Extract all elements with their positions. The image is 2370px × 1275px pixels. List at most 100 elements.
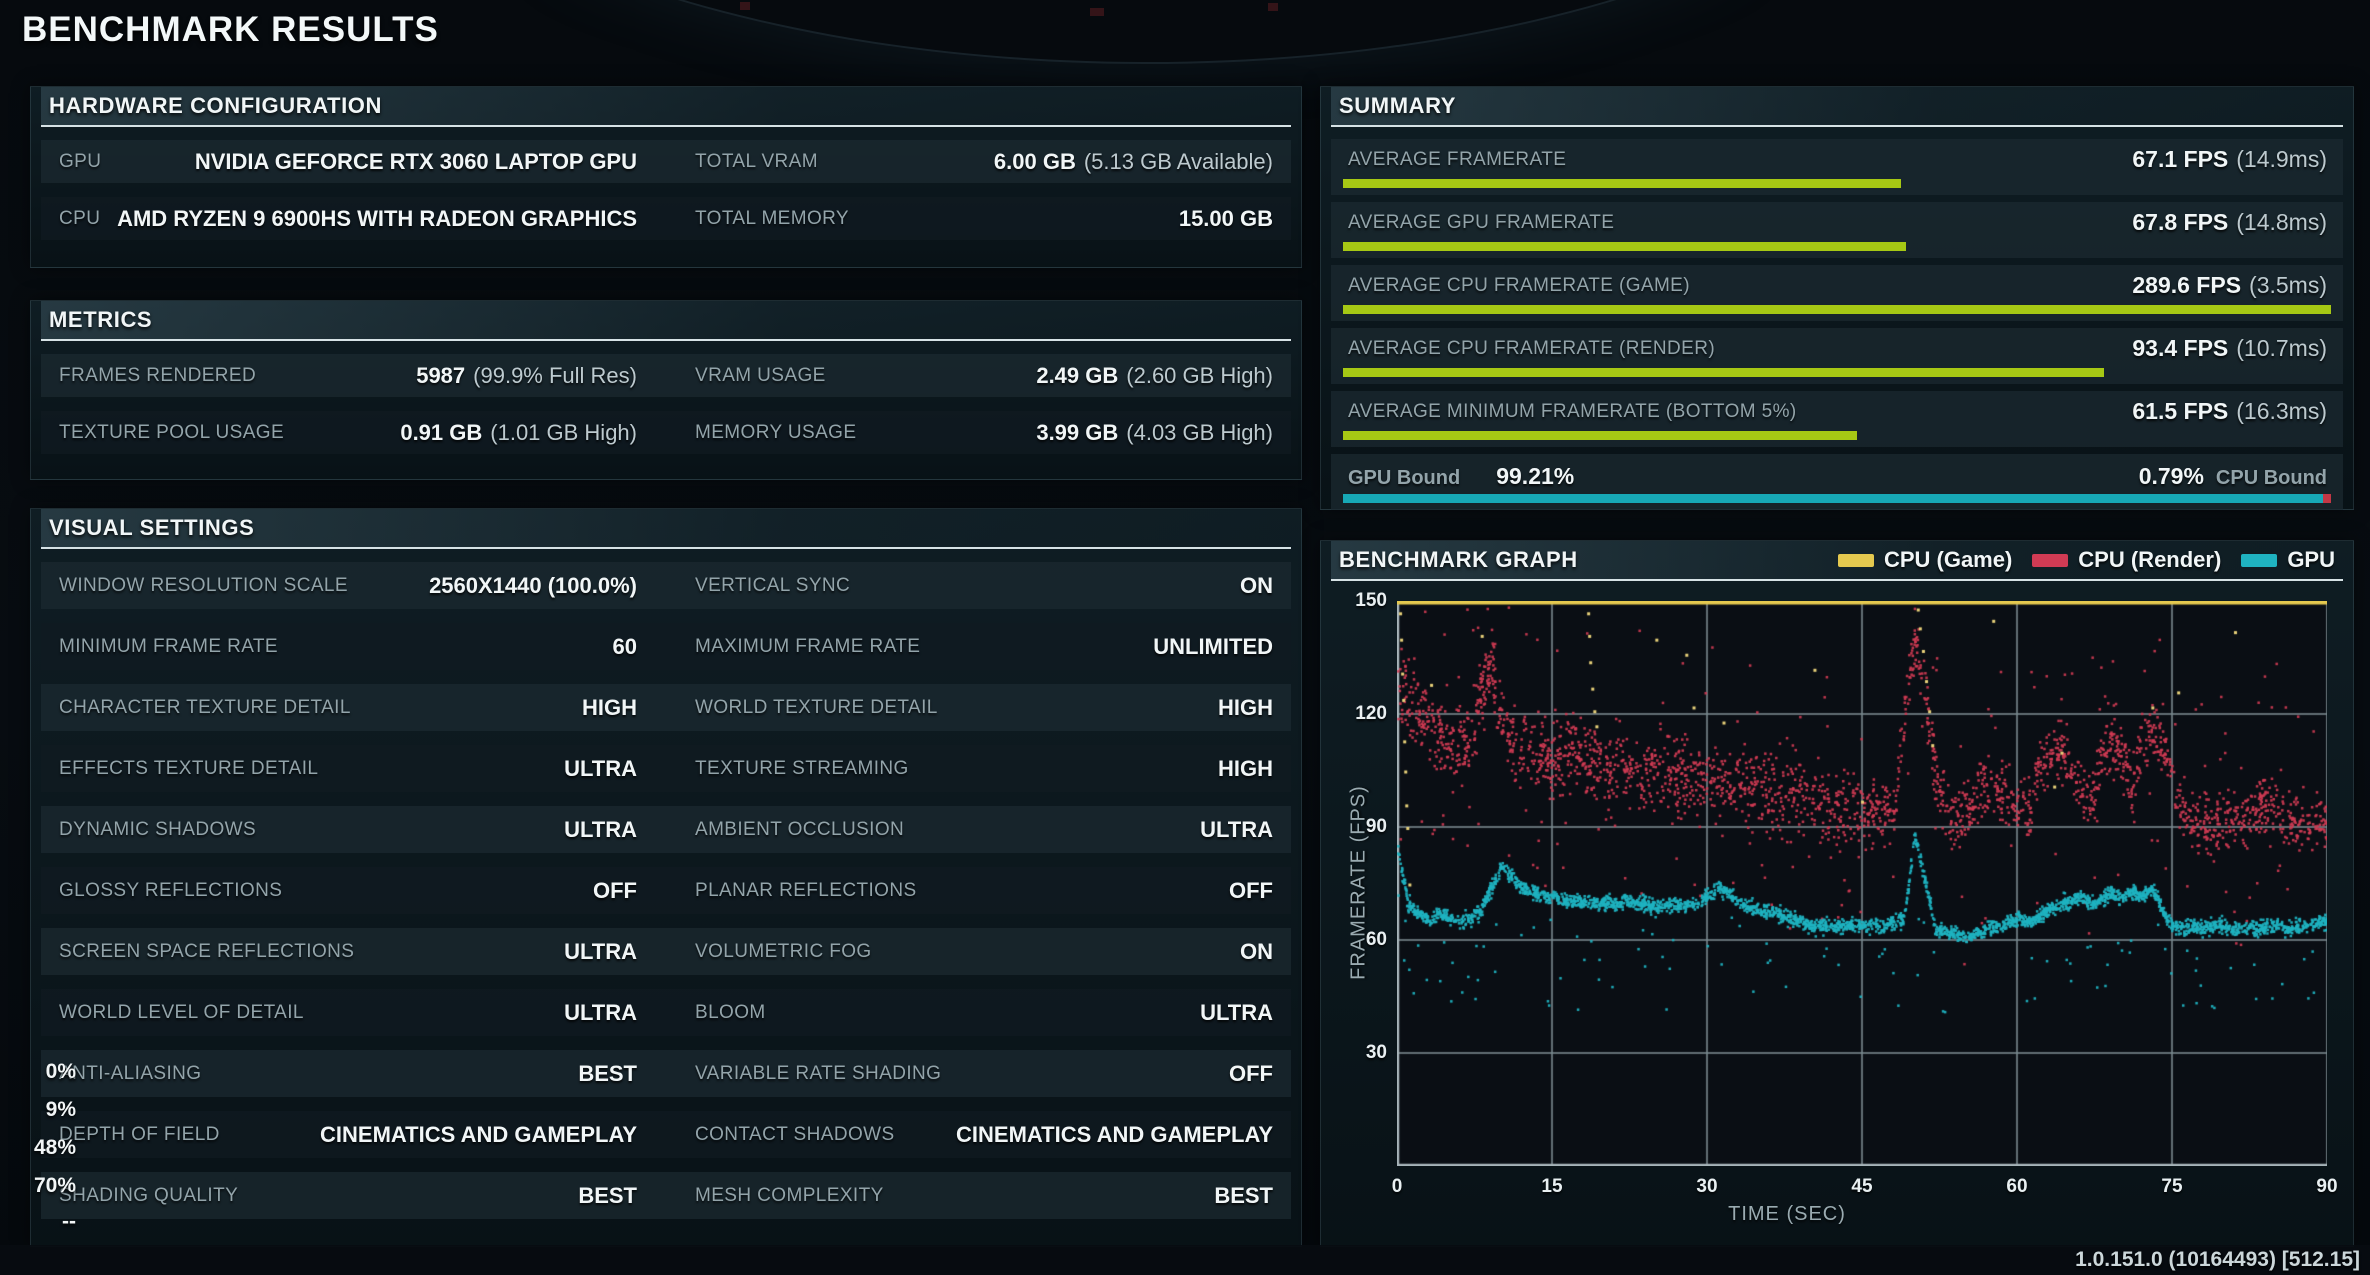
setting-cell: SCREEN SPACE REFLECTIONS ULTRA (41, 928, 655, 975)
summary-value: 61.5 FPS (16.3ms) (2132, 398, 2327, 424)
setting-row: CPU AMD RYZEN 9 6900HS WITH RADEON GRAPHI… (41, 197, 1291, 240)
framerate-bar (1343, 242, 2331, 251)
setting-row: EFFECTS TEXTURE DETAIL ULTRA TEXTURE STREA… (41, 745, 1291, 792)
summary-value: 67.8 FPS (14.8ms) (2132, 209, 2327, 235)
bound-bar-gpu-fill (1343, 494, 2323, 503)
summary-value-note: (16.3ms) (2236, 398, 2327, 424)
setting-value: ON (1240, 572, 1273, 598)
setting-value-note: (4.03 GB High) (1126, 419, 1273, 445)
setting-label: TEXTURE POOL USAGE (59, 421, 285, 443)
setting-value: 5987 (99.9% Full Res) (416, 362, 637, 388)
framerate-bar-fill (1343, 431, 1857, 440)
setting-cell: AMBIENT OCCLUSION ULTRA (677, 806, 1291, 853)
setting-label: CONTACT SHADOWS (695, 1123, 895, 1145)
setting-value: ULTRA (564, 938, 637, 964)
edge-overlay-value: 0% (45, 1060, 76, 1083)
setting-label: TOTAL VRAM (695, 150, 818, 172)
summary-label: AVERAGE CPU FRAMERATE (RENDER) (1348, 338, 1716, 359)
x-tick-label: 30 (1696, 1176, 1718, 1197)
setting-value: ON (1240, 938, 1273, 964)
x-tick-label: 45 (1851, 1176, 1873, 1197)
setting-value: ULTRA (1200, 999, 1273, 1025)
setting-label: MESH COMPLEXITY (695, 1184, 884, 1206)
setting-value: BEST (578, 1182, 637, 1208)
setting-label: MINIMUM FRAME RATE (59, 635, 279, 657)
legend-item: CPU (Game) (1837, 547, 2012, 573)
summary-panel-header: SUMMARY (1331, 87, 2343, 127)
setting-cell: MINIMUM FRAME RATE 60 (41, 623, 655, 670)
summary-row: AVERAGE FRAMERATE 67.1 FPS (14.9ms) (1331, 139, 2343, 195)
summary-value: 93.4 FPS (10.7ms) (2132, 335, 2327, 361)
summary-value-note: (14.8ms) (2236, 209, 2327, 235)
setting-value: 3.99 GB (4.03 GB High) (1036, 419, 1273, 445)
setting-cell: PLANAR REFLECTIONS OFF (677, 867, 1291, 914)
visual-settings-panel: VISUAL SETTINGS WINDOW RESOLUTION SCALE 2… (30, 508, 1302, 1247)
setting-cell: VERTICAL SYNC ON (677, 562, 1291, 609)
setting-cell: CPU AMD RYZEN 9 6900HS WITH RADEON GRAPHI… (41, 197, 655, 240)
setting-label: PLANAR REFLECTIONS (695, 879, 917, 901)
framerate-bar-fill (1343, 242, 1907, 251)
setting-cell: SHADING QUALITY BEST (41, 1172, 655, 1219)
framerate-bar (1343, 431, 2331, 440)
setting-cell: VOLUMETRIC FOG ON (677, 928, 1291, 975)
bottom-bar: 1.0.151.0 (10164493) [512.15] (0, 1245, 2370, 1275)
cpu-bound-label: CPU Bound (2215, 467, 2327, 489)
page-title: BENCHMARK RESULTS (22, 10, 439, 49)
summary-row: AVERAGE MINIMUM FRAMERATE (BOTTOM 5%) 61.… (1331, 391, 2343, 447)
setting-label: SCREEN SPACE REFLECTIONS (59, 940, 355, 962)
setting-cell: CONTACT SHADOWS CINEMATICS AND GAMEPLAY (677, 1111, 1291, 1158)
edge-overlay-value: -- (62, 1210, 76, 1233)
hardware-rows: GPU NVIDIA GEFORCE RTX 3060 LAPTOP GPU TOT… (31, 127, 1301, 253)
setting-cell: ANTI-ALIASING BEST (41, 1050, 655, 1097)
setting-label: GPU (59, 150, 102, 172)
summary-value-note: (3.5ms) (2249, 272, 2327, 298)
background-planet-arc (320, 0, 1974, 64)
version-text: 1.0.151.0 (10164493) [512.15] (2075, 1248, 2360, 1271)
setting-cell: FRAMES RENDERED 5987 (99.9% Full Res) (41, 354, 655, 397)
setting-cell: GLOSSY REFLECTIONS OFF (41, 867, 655, 914)
summary-label: AVERAGE MINIMUM FRAMERATE (BOTTOM 5%) (1348, 401, 1797, 422)
setting-value: CINEMATICS AND GAMEPLAY (320, 1121, 637, 1147)
summary-value: 289.6 FPS (3.5ms) (2132, 272, 2327, 298)
gpu-bound-label: GPU Bound (1348, 467, 1461, 489)
metrics-panel-header: METRICS (41, 301, 1291, 341)
setting-cell: WORLD LEVEL OF DETAIL ULTRA (41, 989, 655, 1036)
setting-cell: GPU NVIDIA GEFORCE RTX 3060 LAPTOP GPU (41, 140, 655, 183)
setting-label: VARIABLE RATE SHADING (695, 1062, 942, 1084)
setting-cell: TOTAL MEMORY 15.00 GB (677, 197, 1291, 240)
setting-label: VERTICAL SYNC (695, 574, 851, 596)
setting-label: WORLD LEVEL OF DETAIL (59, 1001, 304, 1023)
setting-value: AMD RYZEN 9 6900HS WITH RADEON GRAPHICS (117, 205, 637, 231)
setting-value: CINEMATICS AND GAMEPLAY (956, 1121, 1273, 1147)
setting-value: ULTRA (564, 755, 637, 781)
summary-value-note: (10.7ms) (2236, 335, 2327, 361)
benchmark-graph-header: BENCHMARK GRAPH CPU (Game) CPU (Render) GP… (1331, 541, 2343, 581)
legend-item: CPU (Render) (2032, 547, 2221, 573)
edge-overlay-value: 9% (45, 1098, 76, 1121)
setting-row: DEPTH OF FIELD CINEMATICS AND GAMEPLAY CON… (41, 1111, 1291, 1158)
setting-row: SHADING QUALITY BEST MESH COMPLEXITY BEST (41, 1172, 1291, 1219)
setting-value: HIGH (1218, 694, 1273, 720)
setting-value: BEST (1214, 1182, 1273, 1208)
setting-row: WINDOW RESOLUTION SCALE 2560X1440 (100.0%… (41, 562, 1291, 609)
y-tick-label: 150 (1355, 590, 1387, 611)
framerate-bar-fill (1343, 368, 2104, 377)
summary-row: AVERAGE GPU FRAMERATE 67.8 FPS (14.8ms) (1331, 202, 2343, 258)
benchmark-graph-title: BENCHMARK GRAPH (1339, 547, 1578, 572)
setting-label: EFFECTS TEXTURE DETAIL (59, 757, 319, 779)
gpu-bound-group: GPU Bound 99.21% (1348, 463, 1574, 490)
setting-value: UNLIMITED (1153, 633, 1273, 659)
setting-label: VRAM USAGE (695, 364, 826, 386)
setting-value: NVIDIA GEFORCE RTX 3060 LAPTOP GPU (194, 148, 637, 174)
setting-row: ANTI-ALIASING BEST VARIABLE RATE SHADING OF… (41, 1050, 1291, 1097)
y-tick-label: 60 (1365, 929, 1387, 950)
framerate-bar (1343, 305, 2331, 314)
legend-label: CPU (Render) (2078, 547, 2222, 572)
setting-label: ANTI-ALIASING (59, 1062, 202, 1084)
setting-cell: WORLD TEXTURE DETAIL HIGH (677, 684, 1291, 731)
summary-rows: AVERAGE FRAMERATE 67.1 FPS (14.9ms) AVERAGE… (1321, 127, 2353, 522)
x-tick-label: 60 (2006, 1176, 2028, 1197)
hardware-panel-title: HARDWARE CONFIGURATION (49, 93, 382, 118)
bound-bar-cpu-fill (2323, 494, 2331, 503)
graph-legend: CPU (Game) CPU (Render) GPU (1837, 547, 2335, 573)
